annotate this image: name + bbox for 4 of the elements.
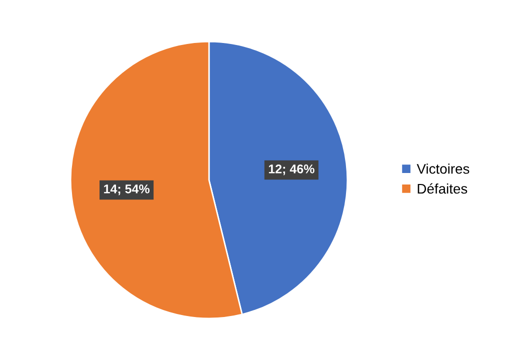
- legend-label: Défaites: [418, 183, 468, 194]
- data-label: 14; 54%: [104, 184, 150, 196]
- legend-label: Victoires: [416, 164, 470, 174]
- data-label: 12; 46%: [268, 164, 314, 176]
